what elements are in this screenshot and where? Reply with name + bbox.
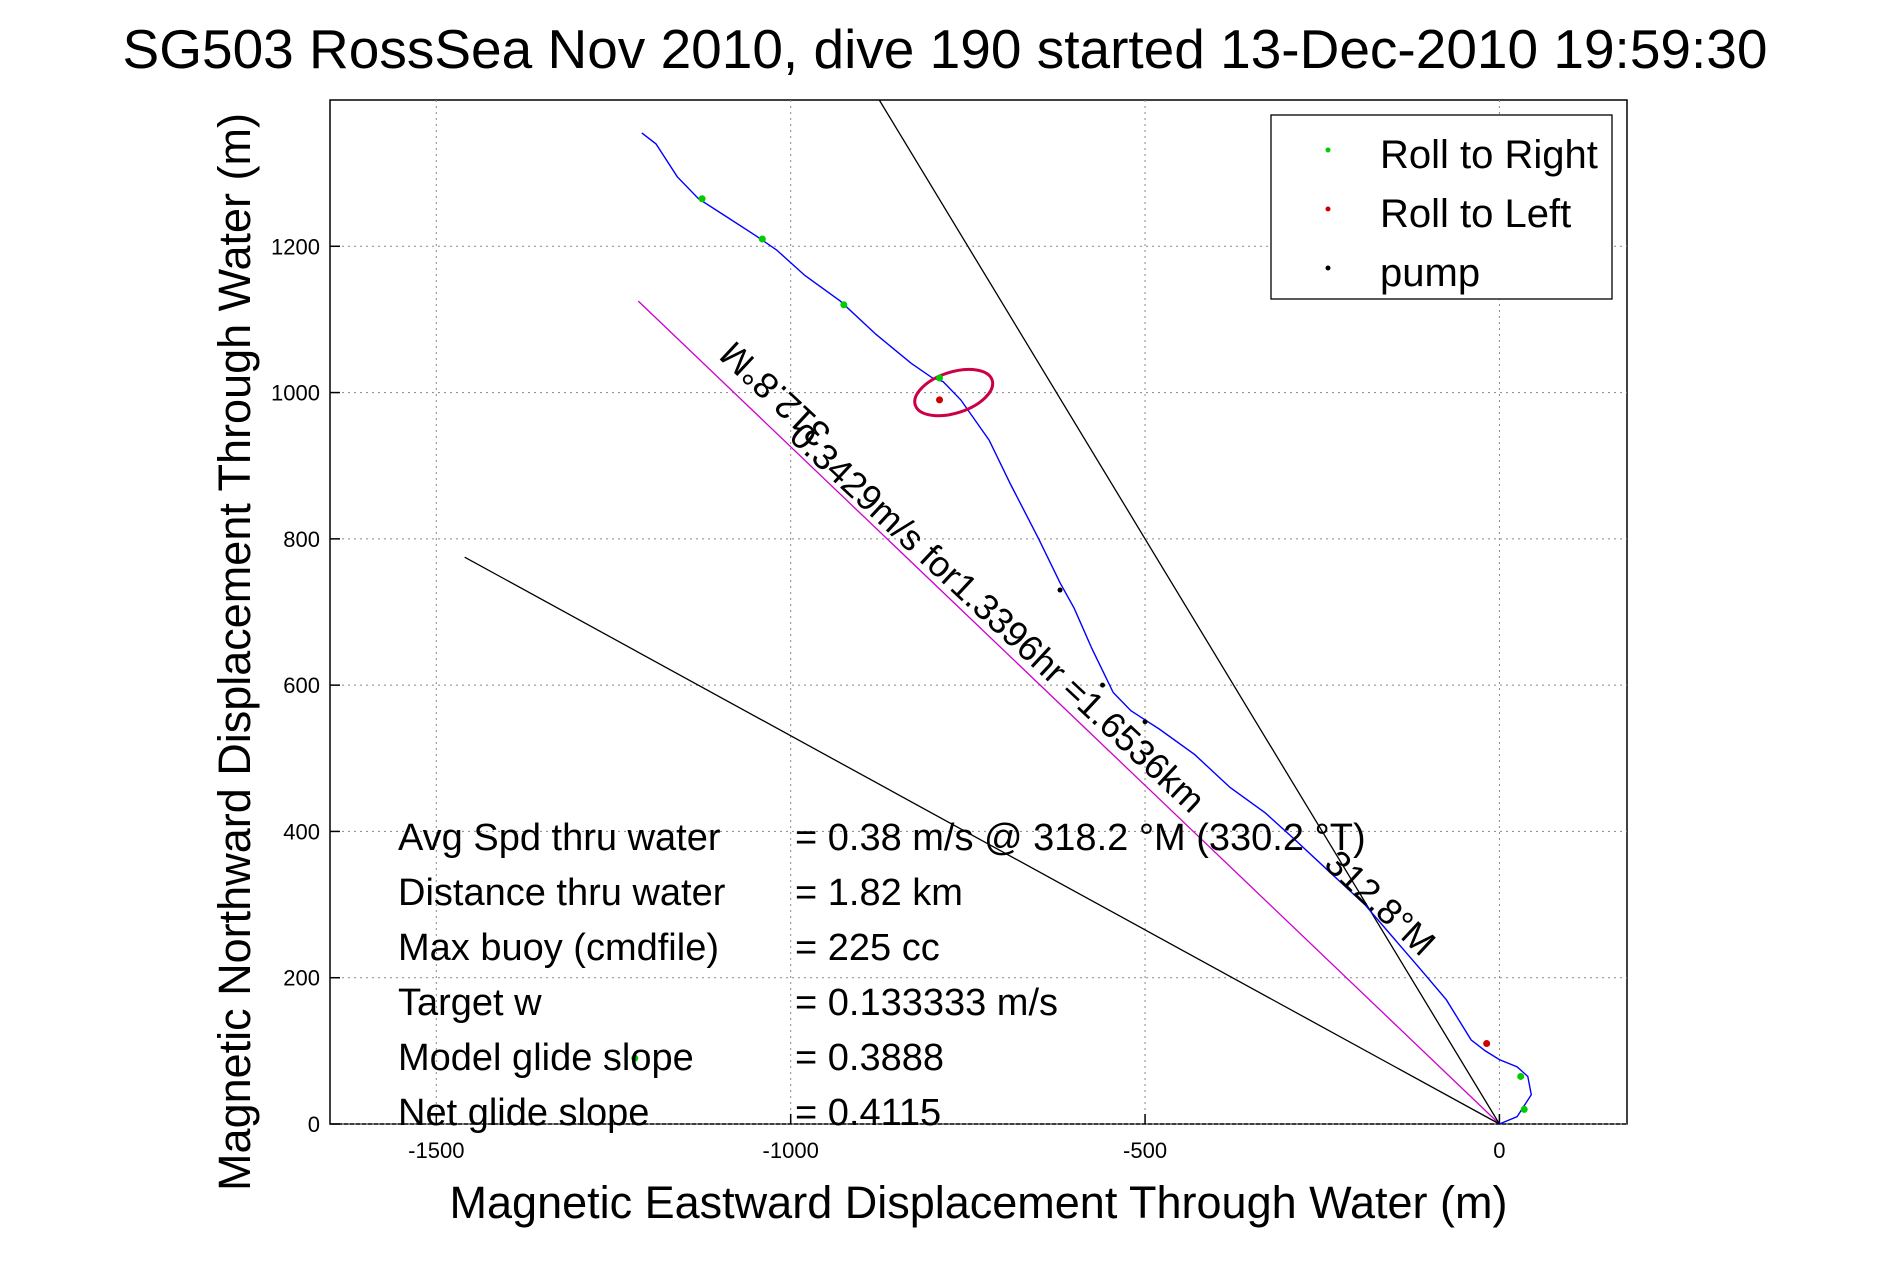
x-tick-label: -1000: [763, 1138, 819, 1163]
roll-left-point: [1483, 1040, 1491, 1048]
stats-block: Avg Spd thru water = 0.38 m/s @ 318.2 °M …: [398, 817, 1366, 1134]
y-tick-label: 800: [283, 527, 320, 552]
stat-value: = 0.3888: [795, 1037, 944, 1079]
glider-track: [641, 132, 1533, 1125]
roll-right-point: [698, 195, 706, 203]
legend-label: Roll to Left: [1380, 192, 1571, 236]
y-tick-label: 1000: [271, 381, 320, 406]
axis-ticks: -1500 -1000 -500 0 0 200 400 600 800 1000 1200: [271, 234, 1506, 1163]
roll-right-point: [758, 235, 766, 243]
y-tick-label: 1200: [271, 234, 320, 259]
x-tick-label: -1500: [408, 1138, 464, 1163]
y-tick-label: 200: [283, 966, 320, 991]
bound-line-lower: [464, 556, 1500, 1125]
y-tick-label: 600: [283, 673, 320, 698]
roll-right-point: [1517, 1072, 1525, 1080]
roll-left-point: [936, 396, 944, 404]
heading-line: [637, 300, 1500, 1125]
legend: Roll to Right Roll to Left pump: [1270, 114, 1613, 300]
stat-value: = 0.4115: [795, 1092, 941, 1134]
roll-right-point: [631, 1054, 639, 1062]
legend-label: Roll to Right: [1380, 133, 1598, 177]
legend-label: pump: [1380, 251, 1480, 295]
stat-value: = 225 cc: [795, 927, 940, 969]
stat-label: Net glide slope: [398, 1092, 649, 1134]
reference-lines: [464, 99, 1500, 1125]
stat-value: = 1.82 km: [795, 872, 963, 914]
roll-right-point: [840, 301, 848, 309]
x-tick-label: 0: [1493, 1138, 1505, 1163]
pump-point: [1142, 719, 1148, 725]
stat-value: = 0.133333 m/s: [795, 982, 1058, 1024]
chart-title: SG503 RossSea Nov 2010, dive 190 started…: [123, 18, 1768, 80]
legend-marker: [1325, 206, 1331, 212]
legend-marker: [1325, 147, 1331, 153]
stat-label: Model glide slope: [398, 1037, 694, 1079]
bound-line-upper: [878, 99, 1500, 1125]
track-line: [641, 132, 1533, 1125]
stat-value: = 0.38 m/s @ 318.2 °M (330.2 °T): [795, 817, 1366, 859]
x-tick-label: -500: [1123, 1138, 1167, 1163]
legend-marker: [1325, 265, 1331, 271]
stat-label: Target w: [398, 982, 542, 1024]
pump-point: [1057, 587, 1063, 593]
x-axis-title: Magnetic Eastward Displacement Through W…: [450, 1177, 1508, 1228]
roll-right-point: [936, 374, 944, 382]
y-tick-label: 400: [283, 819, 320, 844]
stat-label: Max buoy (cmdfile): [398, 927, 719, 969]
stat-label: Distance thru water: [398, 872, 726, 914]
roll-right-point: [1520, 1105, 1528, 1113]
y-axis-title: Magnetic Northward Displacement Through …: [209, 113, 260, 1191]
track-loop: [913, 367, 995, 418]
markers: [631, 195, 1528, 1113]
stat-label: Avg Spd thru water: [398, 817, 721, 859]
y-tick-label: 0: [308, 1112, 320, 1137]
pump-point: [1100, 682, 1106, 688]
